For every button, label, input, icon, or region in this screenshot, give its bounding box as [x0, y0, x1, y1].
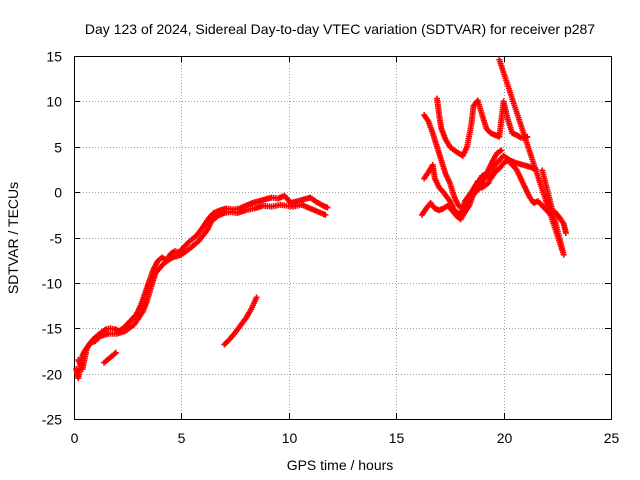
data-point	[253, 294, 260, 301]
data-point	[324, 204, 331, 211]
y-tick-label: -10	[42, 276, 62, 292]
data-point	[112, 349, 119, 356]
data-point	[322, 211, 329, 218]
x-tick-label: 0	[71, 430, 79, 446]
y-axis-label: SDTVAR / TECUs	[5, 182, 21, 294]
axis-ticks: 0 5 10 15 20 25 -25 -20 -15 -10 -5 0 5 10 15	[42, 49, 620, 447]
x-tick-label: 20	[497, 430, 513, 446]
series	[73, 192, 331, 382]
grid	[74, 56, 611, 419]
chart-title: Day 123 of 2024, Sidereal Day-to-day VTE…	[85, 21, 595, 37]
series	[221, 294, 260, 348]
data-point	[539, 167, 546, 174]
y-tick-label: -5	[50, 231, 63, 247]
x-tick-label: 15	[389, 430, 405, 446]
series	[434, 95, 531, 159]
series	[101, 349, 119, 366]
y-tick-label: 10	[46, 94, 62, 110]
data-point	[562, 229, 569, 236]
series	[421, 111, 505, 212]
data-markers	[73, 56, 569, 382]
y-tick-label: 15	[46, 49, 62, 65]
y-tick-label: -15	[42, 321, 62, 337]
x-tick-label: 25	[604, 430, 620, 446]
series	[421, 152, 539, 218]
x-tick-label: 10	[282, 430, 298, 446]
y-tick-label: -25	[42, 412, 62, 428]
y-tick-label: 5	[54, 140, 62, 156]
data-point	[498, 147, 505, 154]
y-tick-label: 0	[54, 185, 62, 201]
series	[75, 201, 329, 373]
x-axis-label: GPS time / hours	[287, 457, 394, 473]
data-point	[111, 350, 118, 357]
series	[496, 56, 567, 258]
x-tick-label: 5	[178, 430, 186, 446]
y-tick-label: -20	[42, 367, 62, 383]
